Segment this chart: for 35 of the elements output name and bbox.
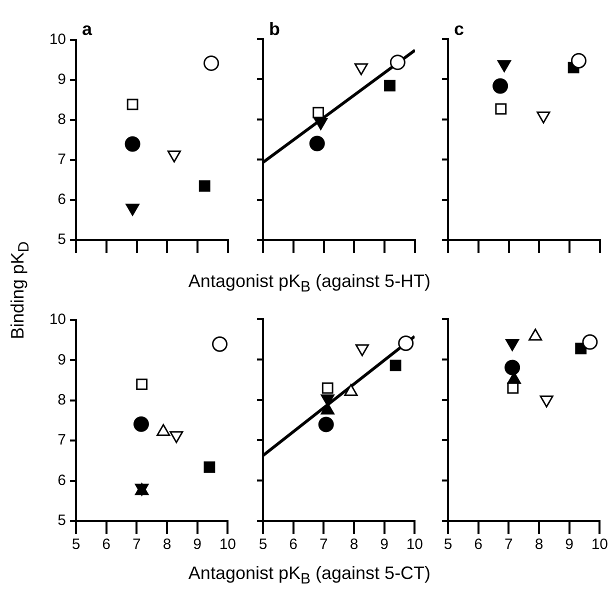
x-tick-label: 6 <box>474 536 483 554</box>
x-tick-label: 7 <box>132 536 141 554</box>
x-tick-label: 10 <box>406 536 423 554</box>
chart-title: b <box>269 19 280 40</box>
x-axis-title: Antagonist pK$_{B}$ (against 5-HT) <box>188 271 431 296</box>
x-tick-label: 6 <box>289 536 298 554</box>
y-tick-label: 8 <box>58 392 66 409</box>
y-tick-label: 7 <box>58 151 66 168</box>
y-tick-label: 10 <box>49 31 66 48</box>
y-tick-label: 5 <box>58 231 66 248</box>
x-tick-label: 7 <box>319 536 328 554</box>
x-tick-label: 5 <box>72 536 80 554</box>
y-tick-label: 6 <box>58 472 66 489</box>
y-tick-label: 9 <box>58 351 66 368</box>
y-tick-label: 10 <box>49 311 66 328</box>
chart-title: a <box>82 19 92 40</box>
x-tick-label: 9 <box>380 536 388 554</box>
x-tick-label: 8 <box>162 536 172 554</box>
x-tick-label: 10 <box>219 536 236 554</box>
x-tick-label: 7 <box>504 536 513 554</box>
x-tick-label: 6 <box>102 536 111 554</box>
x-tick-label: 5 <box>444 536 452 554</box>
y-tick-label: 8 <box>58 111 66 128</box>
x-axis-title: Antagonist pK$_{B}$ (against 5-CT) <box>187 563 432 588</box>
x-tick-label: 9 <box>193 536 202 554</box>
y-tick-label: 9 <box>58 71 66 88</box>
y-tick-label: 5 <box>58 512 66 530</box>
x-tick-label: 8 <box>534 536 544 554</box>
chart-title: c <box>454 19 464 40</box>
y-tick-label: 6 <box>58 191 66 208</box>
x-tick-label: 5 <box>258 536 268 554</box>
x-tick-label: 10 <box>591 536 608 554</box>
y-tick-label: 7 <box>58 432 66 449</box>
x-tick-label: 9 <box>565 536 574 554</box>
x-tick-label: 8 <box>350 536 358 554</box>
